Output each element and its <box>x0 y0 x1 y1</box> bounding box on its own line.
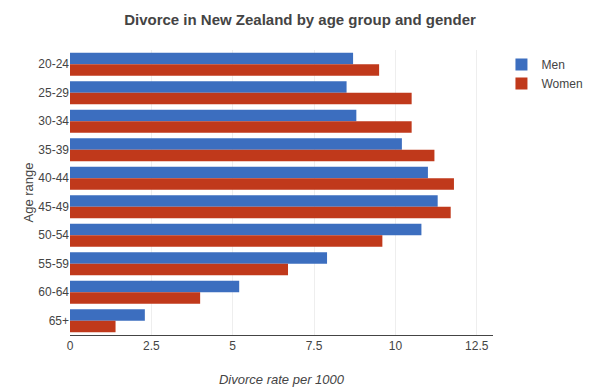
svg-text:50-54: 50-54 <box>38 228 69 242</box>
svg-text:Men: Men <box>541 58 564 72</box>
svg-text:Women: Women <box>541 77 582 91</box>
svg-text:7.5: 7.5 <box>306 339 323 353</box>
svg-text:55-59: 55-59 <box>38 257 69 271</box>
svg-text:65+: 65+ <box>49 314 69 328</box>
svg-text:25-29: 25-29 <box>38 86 69 100</box>
svg-text:5: 5 <box>229 339 236 353</box>
svg-text:60-64: 60-64 <box>38 285 69 299</box>
svg-text:20-24: 20-24 <box>38 57 69 71</box>
svg-text:0: 0 <box>67 339 74 353</box>
svg-text:Divorce rate per 1000: Divorce rate per 1000 <box>219 372 345 387</box>
svg-text:35-39: 35-39 <box>38 143 69 157</box>
svg-text:Divorce in New Zealand by age: Divorce in New Zealand by age group and … <box>124 11 476 28</box>
svg-text:45-49: 45-49 <box>38 200 69 214</box>
svg-text:10: 10 <box>389 339 403 353</box>
svg-text:Age range: Age range <box>21 163 36 223</box>
svg-text:40-44: 40-44 <box>38 171 69 185</box>
svg-text:12.5: 12.5 <box>465 339 489 353</box>
svg-text:2.5: 2.5 <box>143 339 160 353</box>
svg-text:30-34: 30-34 <box>38 114 69 128</box>
